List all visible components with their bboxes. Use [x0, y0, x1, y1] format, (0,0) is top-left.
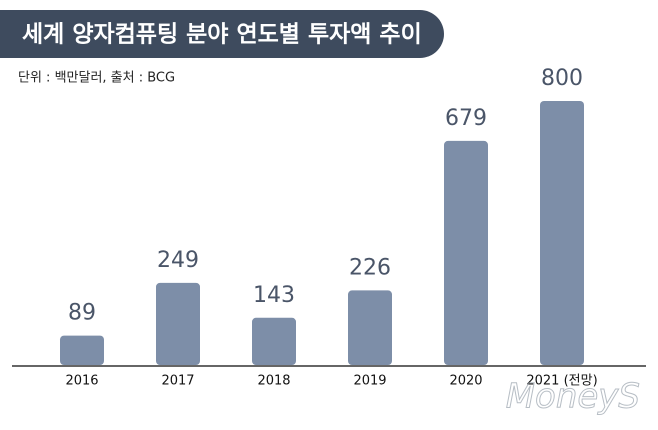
value-label: 249: [157, 248, 199, 273]
x-tick-label: 2016: [65, 374, 98, 389]
x-tick-label: 2017: [161, 374, 194, 389]
title-banner: [0, 10, 444, 58]
x-tick-label: 2019: [353, 374, 386, 389]
bar: [348, 290, 392, 365]
chart-subtitle: 단위 : 백만달러, 출처 : BCG: [18, 71, 175, 86]
watermark: MoneyS: [506, 377, 640, 417]
value-label: 226: [349, 255, 391, 280]
x-tick-label: 2021 (전망): [526, 374, 597, 389]
value-label: 143: [253, 283, 295, 308]
bar: [540, 101, 584, 365]
x-tick-label: 2020: [449, 374, 482, 389]
bar: [60, 335, 104, 365]
chart-title: 세계 양자컴퓨팅 분야 연도별 투자액 추이: [22, 22, 422, 48]
bar: [156, 282, 200, 365]
value-label: 89: [68, 301, 96, 326]
x-tick-label: 2018: [257, 374, 290, 389]
bar: [252, 317, 296, 365]
value-label: 679: [445, 106, 487, 131]
value-label: 800: [541, 66, 583, 91]
bar: [444, 140, 488, 365]
